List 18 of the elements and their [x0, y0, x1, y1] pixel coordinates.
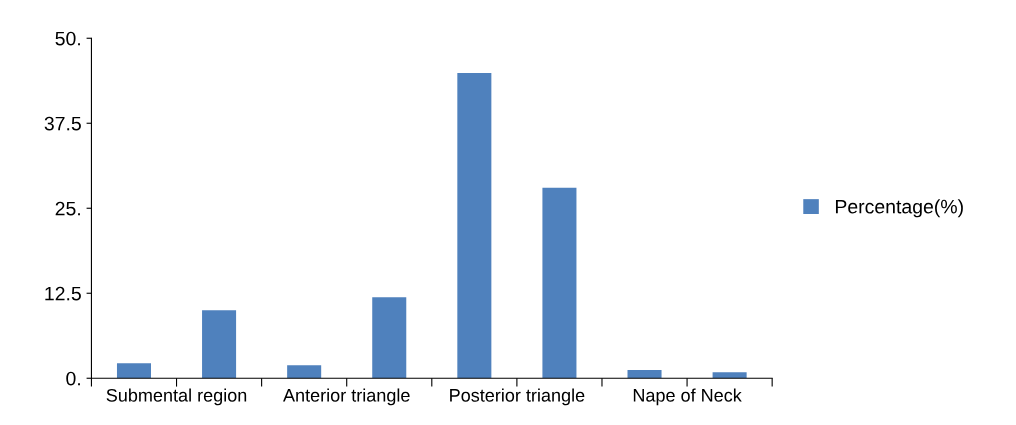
y-tick-label: 0.	[66, 371, 80, 386]
y-tick-label: 50.	[55, 31, 80, 46]
bar	[287, 365, 322, 379]
y-tick-label: 12.5	[45, 286, 81, 301]
bar	[712, 372, 747, 379]
y-tick-label: 25.	[55, 201, 80, 216]
legend-label: Percentage(%)	[835, 199, 963, 218]
bar	[372, 297, 407, 379]
x-tick-label: Nape of Neck	[633, 388, 742, 406]
x-tick-label: Anterior triangle	[283, 388, 410, 406]
x-tick-label: Submental region	[106, 388, 247, 406]
y-tick-label: 37.5	[44, 116, 81, 131]
x-tick-label: Posterior triangle	[450, 388, 585, 406]
bar	[116, 363, 151, 379]
bar	[457, 72, 492, 379]
bar	[542, 187, 577, 379]
bar	[202, 310, 237, 379]
bar	[627, 370, 662, 379]
